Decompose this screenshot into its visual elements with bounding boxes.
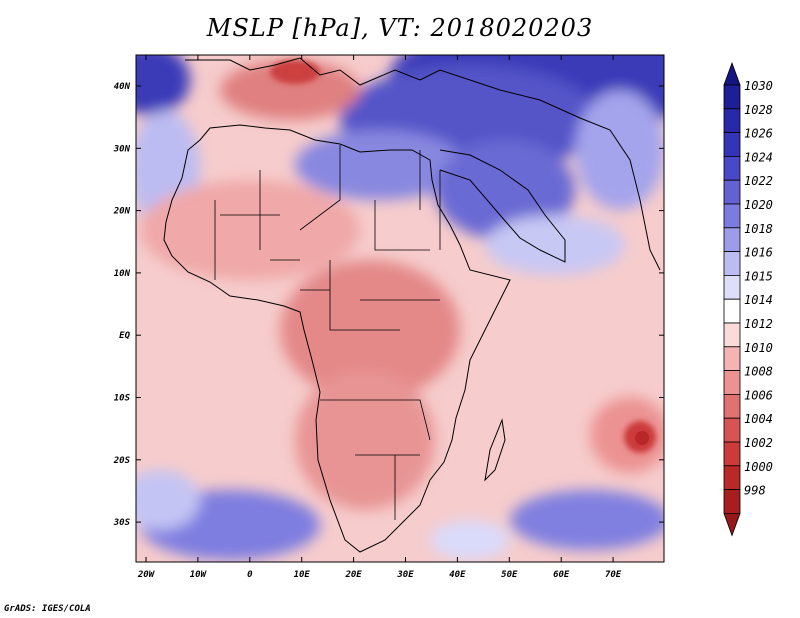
lon-tick-label: 20W [137,570,156,580]
colorbar-label: 1008 [744,365,773,379]
colorbar-label: 1018 [744,222,773,236]
lat-tick-label: EQ [119,331,130,341]
colorbar-label: 1020 [744,198,773,212]
colorbar-label: 1015 [744,269,773,283]
lon-tick-label: 20E [344,570,362,580]
colorbar-swatch [723,179,741,205]
country-borders [214,145,441,520]
colorbar-label: 1012 [744,317,773,331]
grads-credit: GrADS: IGES/COLA [4,604,91,614]
latitude-axis: 40N 30N 20N 10N EQ 10S 20S 30S [113,82,664,528]
colorbar-swatch [723,298,741,324]
colorbar-swatch [723,346,741,371]
lat-tick-label: 10S [114,394,131,404]
colorbar-swatch [723,417,741,443]
colorbar-label: 1002 [744,436,773,450]
eurasia-coast [185,57,661,271]
lat-tick-label: 20S [113,456,131,466]
colorbar-label: 1010 [744,341,773,355]
colorbar-swatch [723,465,741,490]
lon-tick-label: 10E [294,570,311,580]
colorbar-swatch [723,203,741,229]
africa-coast [163,124,511,553]
colorbar-swatch [723,322,741,348]
madagascar [484,418,506,482]
coastlines [163,57,661,553]
colorbar-label: 998 [744,484,766,498]
lon-tick-label: 60E [553,570,570,580]
colorbar-swatch [723,393,741,419]
map-title: MSLP [hPa], VT: 2018020203 [206,14,594,42]
lat-tick-label: 30S [113,518,131,528]
lon-tick-label: 50E [501,570,518,580]
pressure-field [136,55,664,562]
plot-frame [135,54,665,563]
lat-tick-label: 40N [114,82,131,92]
colorbar-swatch [723,84,741,110]
cyclone-center [635,431,649,445]
arabia-coast [439,149,566,263]
lat-tick-label: 10N [114,269,131,279]
colorbar-swatch [723,132,741,157]
colorbar-swatch [723,227,741,253]
colorbar-label: 1004 [744,412,773,426]
lon-tick-label: 70E [605,570,622,580]
colorbar-swatch [723,251,741,276]
colorbar-label: 1030 [744,79,773,93]
colorbar: 1030 1028 1026 1024 1022 1020 1018 1016 1015 1014… [723,61,773,537]
lat-tick-label: 20N [113,207,131,217]
colorbar-label: 1028 [744,103,773,117]
lon-tick-label: 10W [190,570,208,580]
colorbar-label: 1024 [744,150,773,164]
longitude-axis: 20W 10W 0 10E 20E 30E 40E 50E 60E 70E [137,55,622,580]
colorbar-top-arrow [723,61,741,86]
lon-tick-label: 40E [449,570,466,580]
colorbar-swatch [723,489,741,514]
lat-tick-label: 30N [113,144,131,154]
lon-tick-label: 30E [396,570,414,580]
colorbar-label: 1026 [744,127,773,141]
colorbar-swatch [723,370,741,395]
colorbar-label: 1022 [744,174,773,188]
colorbar-swatch [723,274,741,300]
colorbar-label: 1000 [744,460,773,474]
colorbar-swatch [723,441,741,467]
colorbar-label: 1014 [744,293,773,307]
lon-tick-label: 0 [247,570,253,580]
colorbar-label: 1006 [744,388,773,402]
colorbar-label: 1016 [744,246,773,260]
colorbar-swatch [723,108,741,134]
colorbar-swatch [723,155,741,181]
colorbar-bottom-arrow [723,513,741,537]
